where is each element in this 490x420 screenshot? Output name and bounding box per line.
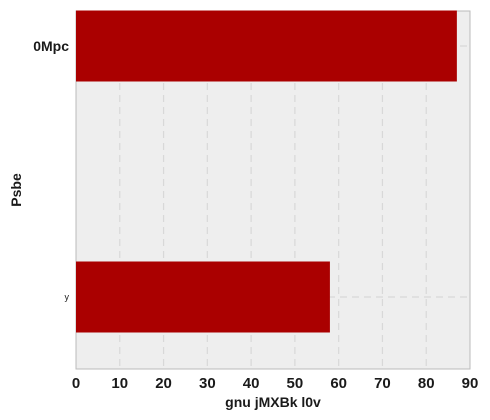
x-tick-label: 50 xyxy=(287,375,304,392)
x-tick-label: 80 xyxy=(418,375,435,392)
x-tick-label: 90 xyxy=(462,375,479,392)
x-tick-label: 70 xyxy=(374,375,391,392)
x-tick-label: 10 xyxy=(111,375,128,392)
x-tick-label: 60 xyxy=(330,375,347,392)
bars xyxy=(76,10,457,333)
x-tick-label: 40 xyxy=(243,375,260,392)
bar-y xyxy=(76,261,330,333)
x-tick-labels: 0 10 20 30 40 50 60 70 80 90 xyxy=(72,375,479,392)
x-axis-title: gnu jMXBk l0v xyxy=(225,394,321,410)
x-tick-label: 0 xyxy=(72,375,80,392)
y-tick-label: 0Mpc xyxy=(33,38,69,54)
y-tick-labels: 0Mpc y xyxy=(33,38,69,302)
y-tick-label: y xyxy=(65,292,70,302)
y-axis-title: Psbe xyxy=(8,173,24,207)
x-tick-label: 20 xyxy=(155,375,172,392)
bar-0mpc xyxy=(76,10,457,82)
x-tick-label: 30 xyxy=(199,375,216,392)
